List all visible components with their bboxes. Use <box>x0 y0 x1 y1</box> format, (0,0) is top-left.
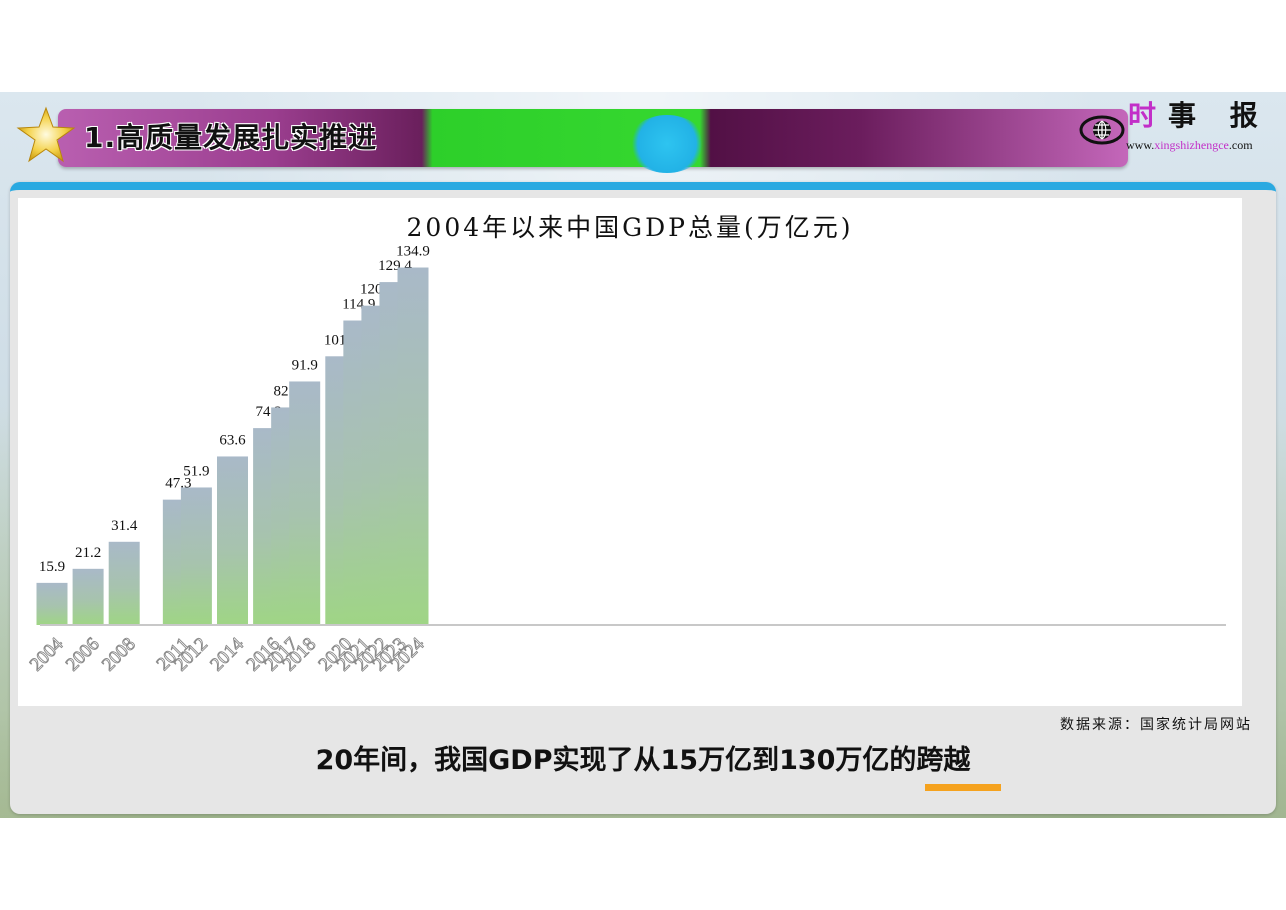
bar-2012 <box>180 487 212 625</box>
logo-url-suffix: .com <box>1228 138 1253 152</box>
value-label-2004: 15.9 <box>39 559 65 575</box>
x-tick-label-2008: 2008 <box>98 634 140 676</box>
bar-2014 <box>217 456 248 625</box>
value-label-2008: 31.4 <box>111 518 138 534</box>
logo-url[interactable]: www.xingshizhengce.com <box>1126 138 1253 153</box>
star-icon <box>16 106 76 163</box>
value-label-2014: 63.6 <box>219 432 246 448</box>
logo-name: 时事 报 告 <box>1128 94 1286 134</box>
x-tick-label-2004: 2004 <box>26 633 68 675</box>
chart-panel: 2004年以来中国GDP总量(万亿元) 15.9 21.2 31.4 47.3 51.9… <box>18 198 1242 706</box>
logo-name-rest: 事 报 告 <box>1168 99 1286 132</box>
section-title: 1.高质量发展扎实推进 <box>84 121 378 154</box>
bar-2018 <box>289 381 321 625</box>
value-label-2024: 134.9 <box>396 244 430 260</box>
value-label-2018: 91.9 <box>292 357 318 373</box>
banner-glow <box>628 115 706 173</box>
bar-2008 <box>108 541 140 625</box>
chart-frame: 2004年以来中国GDP总量(万亿元) 15.9 21.2 31.4 47.3 51.9… <box>10 182 1276 814</box>
value-label-2006: 21.2 <box>75 545 101 561</box>
logo-url-domain: xingshizhengce <box>1154 138 1229 152</box>
bar-2004 <box>36 582 68 625</box>
data-source: 数据来源：国家统计局网站 <box>1060 717 1252 733</box>
title-banner <box>58 109 1128 173</box>
caption-underline <box>925 784 1001 791</box>
chart-title: 2004年以来中国GDP总量(万亿元) <box>406 213 854 242</box>
bar-2024 <box>397 267 429 625</box>
globe-eye-icon <box>1079 115 1125 145</box>
slide: 1.高质量发展扎实推进 时事 报 告 www.xingshizhengce.co… <box>0 92 1286 818</box>
x-tick-label-2014: 2014 <box>206 633 248 675</box>
x-tick-label-2006: 2006 <box>62 634 104 676</box>
gdp-bar-chart: 15.921.231.447.351.963.674.382.191.9101.… <box>25 244 1226 676</box>
logo-url-prefix: www. <box>1126 138 1155 152</box>
logo-name-accent: 时 <box>1128 99 1169 132</box>
value-label-2012: 51.9 <box>183 463 209 479</box>
bar-2006 <box>72 568 104 625</box>
summary-caption: 20年间，我国GDP实现了从15万亿到130万亿的跨越 <box>315 745 971 776</box>
